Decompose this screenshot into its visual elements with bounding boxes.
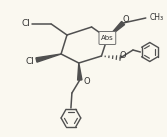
Polygon shape <box>36 54 61 62</box>
Text: O: O <box>123 15 129 25</box>
Text: Cl: Cl <box>25 56 34 65</box>
Text: O: O <box>84 76 90 85</box>
FancyBboxPatch shape <box>99 32 116 45</box>
Text: CH₃: CH₃ <box>150 12 164 22</box>
Text: Cl: Cl <box>21 18 30 28</box>
Polygon shape <box>107 21 125 38</box>
Text: Abs: Abs <box>101 35 114 41</box>
Text: O: O <box>120 51 126 59</box>
Polygon shape <box>78 63 82 80</box>
